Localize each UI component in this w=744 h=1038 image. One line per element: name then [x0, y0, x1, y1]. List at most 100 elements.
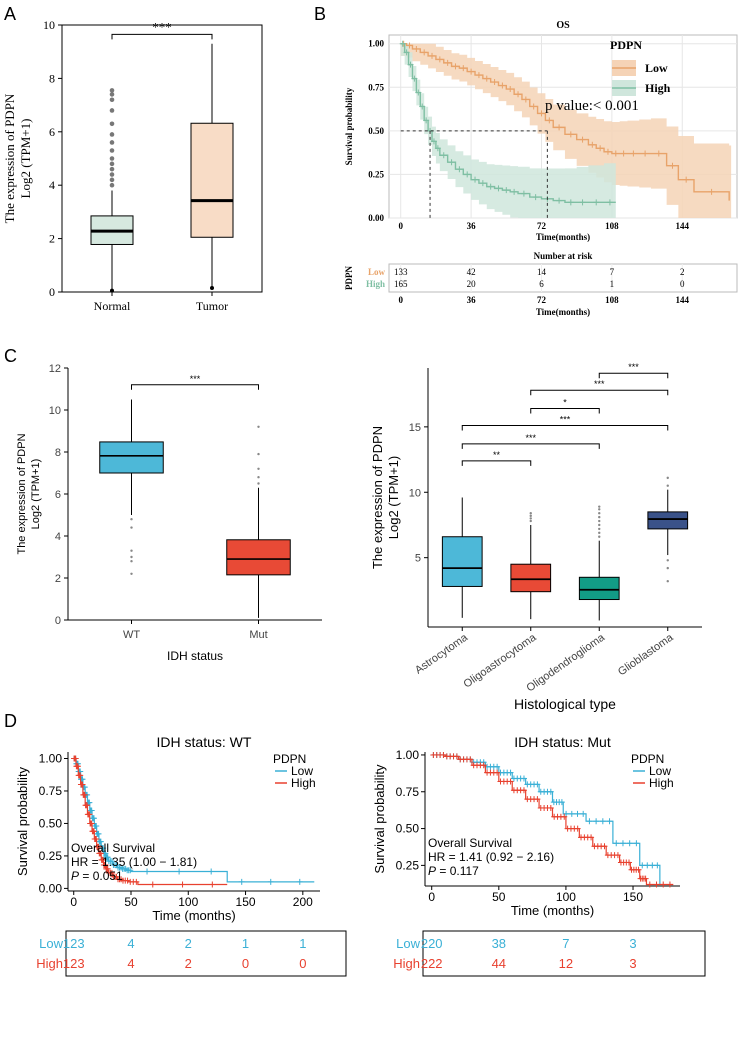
risk-count: 1: [610, 279, 615, 289]
x-tick-label: 150: [236, 895, 256, 909]
outlier-point: [210, 285, 214, 290]
censor-mark: [74, 763, 81, 770]
stats-p-value: P = 0.051: [71, 869, 123, 883]
ci-band-low: [400, 43, 732, 218]
risk-table-frame: [65, 930, 347, 977]
y-axis-title: The expression of PDPN: [370, 426, 385, 569]
stats-p-number: = 0.051: [79, 869, 123, 883]
censor-mark: [534, 796, 541, 803]
risk-row-label: Low: [368, 267, 386, 277]
panel-d-wt-survival: IDH status: WT0.000.250.500.751.000 50 100…: [15, 734, 347, 977]
censor-mark: [93, 836, 100, 843]
censor-mark: [580, 810, 587, 817]
risk-x-tick-label: 108: [605, 295, 619, 305]
outlier-point: [598, 511, 601, 515]
censor-mark: [635, 866, 642, 873]
plot-frame: [61, 24, 263, 293]
censor-mark: [149, 881, 156, 888]
risk-count: 0: [299, 956, 306, 971]
significance-bracket: [461, 425, 669, 431]
y-tick-label: 0: [55, 615, 61, 627]
survival-curve-high: [430, 751, 674, 888]
panel-b-survival: OS0.000.250.500.751.000 36 72 108 144Time(mo…: [344, 20, 738, 317]
censor-mark: [586, 818, 593, 825]
outlier-point: [109, 92, 115, 97]
censor-mark: [567, 199, 574, 206]
y-tick-label: 0.75: [396, 785, 420, 799]
outlier-point: [130, 549, 133, 552]
censor-mark: [406, 42, 413, 49]
risk-count: 38: [492, 936, 506, 951]
censor-mark: [546, 117, 553, 124]
x-tick-label: Glioblastoma: [616, 631, 676, 678]
censor-mark: [176, 868, 183, 875]
y-axis-title-unit: Log2 (TPM+1): [30, 459, 42, 530]
censor-mark: [413, 45, 420, 52]
censor-mark: [547, 788, 554, 795]
outlier-point: [598, 531, 601, 535]
y-axis-title-unit: Log2 (TPM+1): [18, 119, 33, 199]
censor-mark: [612, 150, 619, 157]
y-tick-label: 10: [43, 18, 55, 32]
outlier-point: [529, 511, 532, 515]
censor-mark: [95, 843, 102, 850]
survival-line: [431, 754, 674, 886]
risk-row-label: High: [36, 956, 63, 971]
outlier-point: [529, 517, 532, 520]
y-tick-label: 5: [415, 553, 421, 565]
y-tick-label: 2: [55, 573, 61, 585]
risk-table-title: Number at risk: [534, 251, 593, 261]
censor-mark: [88, 807, 95, 814]
stats-p-value: P = 0.117: [428, 864, 479, 878]
outlier-point: [109, 148, 115, 153]
panel-label-b: B: [314, 4, 326, 24]
censor-mark: [642, 875, 649, 882]
legend-label-high: High: [291, 776, 316, 790]
censor-mark: [209, 881, 216, 888]
x-axis-title: Time(months): [536, 232, 590, 242]
censor-mark: [654, 862, 661, 869]
censor-mark: [574, 810, 581, 817]
significance-label: ***: [628, 362, 639, 372]
y-axis-title: Survival probability: [344, 87, 354, 165]
censor-mark: [604, 148, 611, 155]
x-tick-label: 100: [556, 890, 576, 904]
legend-title: PDPN: [610, 38, 642, 52]
censor-mark: [644, 862, 651, 869]
p-value-annotation: p value:< 0.001: [545, 98, 639, 114]
x-tick-label: Normal: [94, 299, 131, 313]
censor-mark: [267, 878, 274, 885]
chart-title: OS: [556, 20, 570, 31]
censor-mark: [589, 141, 596, 148]
censor-mark: [430, 138, 437, 145]
censor-mark: [77, 772, 84, 779]
survival-curve-high: [399, 40, 616, 206]
risk-count: 2: [185, 936, 192, 951]
risk-count: 4: [127, 956, 134, 971]
outlier-point: [257, 425, 260, 428]
y-tick-label: 0.50: [39, 816, 63, 830]
x-tick-label: 200: [293, 895, 313, 909]
outlier-point: [109, 97, 115, 103]
censor-mark: [93, 823, 100, 830]
box-body: [99, 441, 164, 474]
outlier-point: [130, 560, 133, 563]
censor-mark: [97, 850, 104, 857]
survival-curve-high: [71, 755, 228, 888]
censor-mark: [547, 804, 554, 811]
censor-mark: [556, 124, 563, 131]
censor-mark: [614, 852, 621, 859]
outlier-point: [598, 505, 601, 508]
stats-p-number: = 0.117: [436, 864, 479, 878]
panel-d-mut-survival: IDH status: Mut 0.25 0.50 0.75 1.00 0 50 100 150…: [372, 734, 706, 977]
censor-mark: [567, 131, 574, 138]
significance-bracket: [530, 408, 600, 414]
significance-bracket: [131, 384, 259, 390]
outlier-point: [666, 476, 669, 480]
significance-label: **: [493, 450, 501, 460]
censor-mark: [511, 188, 518, 195]
outlier-point: [598, 535, 601, 538]
censor-mark: [620, 150, 627, 157]
censor-mark: [423, 117, 430, 124]
risk-count: 42: [467, 267, 476, 277]
